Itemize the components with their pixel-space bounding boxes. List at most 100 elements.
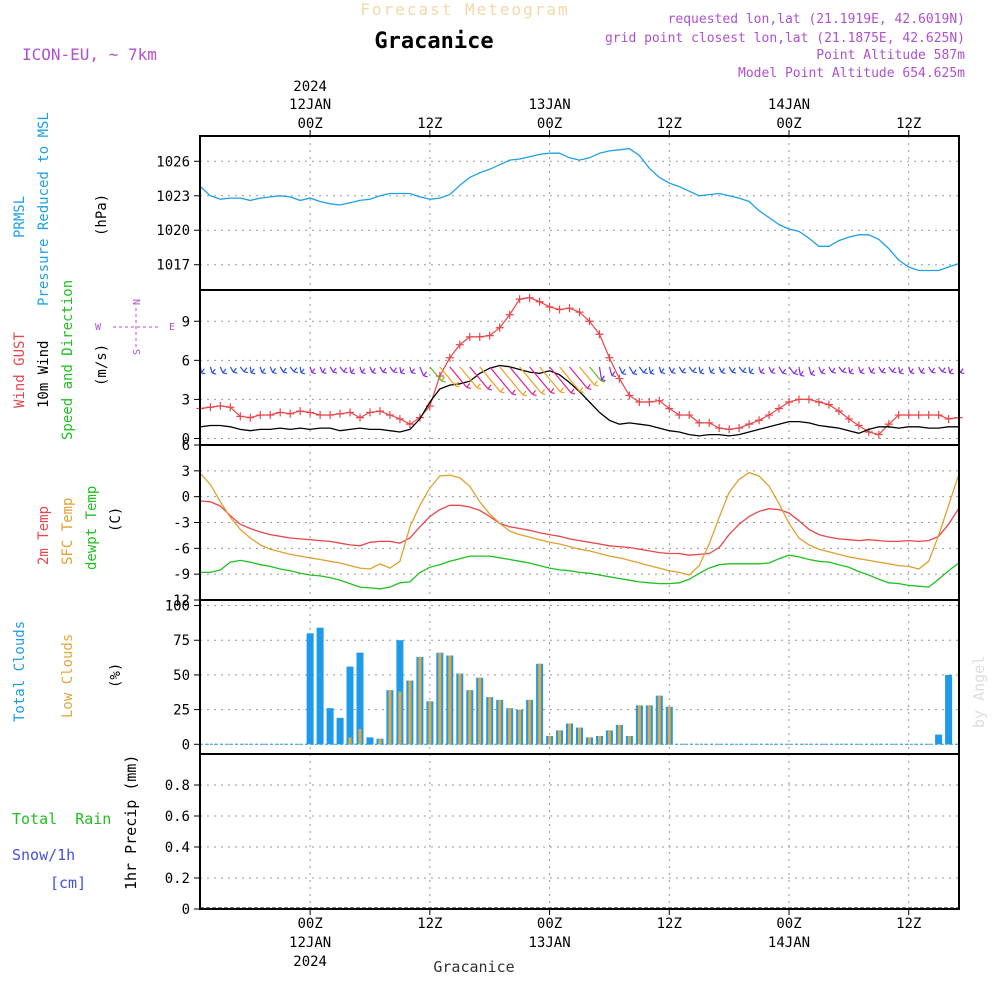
gust-marker xyxy=(545,302,554,311)
wind-direction-arrow xyxy=(529,366,555,394)
y-tick-label: 0.2 xyxy=(165,871,190,887)
gust-marker xyxy=(675,411,684,420)
gust-marker xyxy=(934,411,943,420)
gust-marker xyxy=(375,407,384,416)
wind-direction-arrow xyxy=(738,366,747,374)
gust-marker xyxy=(286,409,295,418)
wind-direction-arrow xyxy=(688,366,697,374)
top-tick-label: 00Z xyxy=(537,116,562,132)
gust-marker xyxy=(685,411,694,420)
low-cloud-bar xyxy=(438,652,442,745)
wind-direction-arrow xyxy=(489,366,517,396)
wind-direction-arrow xyxy=(648,366,655,375)
wind-direction-arrow xyxy=(828,366,837,374)
pressure-label-1: PRMSL xyxy=(12,196,28,238)
temp-label-3: dewpt Temp xyxy=(84,486,100,570)
gust-marker xyxy=(495,323,504,332)
gust-marker xyxy=(854,421,863,430)
gust-marker xyxy=(515,295,524,304)
dewpoint-line xyxy=(200,554,959,590)
y-tick-label: 100 xyxy=(165,599,190,615)
wind-direction-arrow xyxy=(808,366,816,376)
top-tick-label: 12JAN xyxy=(289,97,331,113)
temp-label-1: 2m Temp xyxy=(36,506,52,565)
wind-direction-arrow xyxy=(798,366,805,377)
low-cloud-bar xyxy=(538,663,542,745)
wind-direction-arrow xyxy=(748,366,755,375)
compass-north: N xyxy=(132,299,143,305)
wind-direction-arrow xyxy=(259,366,267,375)
gust-marker xyxy=(775,404,784,413)
top-tick-label: 2024 xyxy=(293,79,327,95)
wind-direction-arrow xyxy=(459,366,482,390)
y-tick-label: 0 xyxy=(182,902,190,918)
gust-marker xyxy=(405,420,414,429)
wind-direction-arrow xyxy=(399,366,406,375)
gust-marker xyxy=(326,411,335,420)
gust-marker xyxy=(346,408,355,417)
total-cloud-bar xyxy=(935,734,943,745)
gust-line xyxy=(200,297,959,436)
gust-marker xyxy=(575,308,584,317)
wind-direction-arrow xyxy=(608,366,617,378)
gust-marker xyxy=(525,293,534,302)
low-cloud-bar xyxy=(578,727,581,745)
top-tick-label: 00Z xyxy=(297,116,322,132)
gust-marker xyxy=(735,424,744,433)
gust-marker xyxy=(316,411,325,420)
gust-marker xyxy=(794,395,803,404)
wind-direction-arrow xyxy=(429,366,446,383)
wind-label-2: 10m Wind xyxy=(36,341,52,408)
gust-marker xyxy=(365,408,374,417)
low-cloud-bar xyxy=(637,705,641,745)
bottom-tick-label: 14JAN xyxy=(768,935,810,951)
wind-direction-arrow xyxy=(918,366,926,374)
y-tick-label: 1023 xyxy=(156,189,190,205)
gust-marker xyxy=(465,332,474,341)
low-cloud-bar xyxy=(617,724,621,745)
wind-direction-arrow xyxy=(409,366,416,375)
wind-direction-arrow xyxy=(598,366,606,382)
wind-label-1: Wind GUST xyxy=(12,332,28,408)
gust-marker xyxy=(834,407,843,416)
wind-direction-arrow xyxy=(539,366,565,394)
bottom-tick-label: 00Z xyxy=(537,916,562,932)
low-cloud-bar xyxy=(398,691,402,745)
y-tick-label: 9 xyxy=(182,314,190,330)
pressure-units: (hPa) xyxy=(94,194,110,236)
wind-direction-arrow xyxy=(339,366,348,374)
wind-direction-arrow xyxy=(439,366,460,388)
wind-direction-arrow xyxy=(239,366,249,374)
y-tick-label: 25 xyxy=(173,703,190,719)
low-cloud-bar xyxy=(468,690,472,745)
low-cloud-bar xyxy=(598,736,601,745)
bottom-tick-label: 12Z xyxy=(657,916,682,932)
wind-direction-arrow xyxy=(559,366,584,393)
rain-legend: Total Rain xyxy=(12,810,111,828)
wind-direction-arrow xyxy=(948,366,954,375)
gust-marker xyxy=(256,411,265,420)
wind-direction-arrow xyxy=(279,366,288,374)
wind-direction-arrow xyxy=(519,366,546,395)
wind-direction-arrow xyxy=(878,366,886,374)
precip-labels: Total Rain Snow/1h [cm] 1hr Precip (mm) xyxy=(12,755,140,892)
top-tick-label: 12Z xyxy=(896,116,921,132)
wind-direction-arrow xyxy=(219,366,228,375)
y-tick-label: -6 xyxy=(173,541,190,557)
total-cloud-bar xyxy=(306,633,314,745)
gust-marker xyxy=(226,403,235,412)
panel-temperature: -12 -9 -6 -3 0 3 6 xyxy=(165,438,960,609)
wind-direction-arrow xyxy=(728,366,737,374)
y-tick-label: 0 xyxy=(182,490,190,506)
y-tick-label: 50 xyxy=(173,668,190,684)
compass-east: E xyxy=(169,322,175,333)
wind-direction-arrow xyxy=(549,366,576,395)
gust-marker xyxy=(565,304,574,313)
wind-direction-arrow xyxy=(638,366,648,375)
y-tick-label: 1026 xyxy=(156,154,190,170)
gust-marker xyxy=(306,408,315,417)
gust-marker xyxy=(445,353,454,362)
gust-marker xyxy=(276,408,285,417)
total-cloud-bar xyxy=(336,717,344,745)
